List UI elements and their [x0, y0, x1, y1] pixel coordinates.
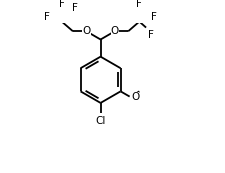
Text: F: F — [136, 0, 142, 9]
Text: F: F — [44, 12, 50, 22]
Text: F: F — [72, 3, 78, 13]
Text: O: O — [111, 26, 119, 36]
Text: O: O — [131, 92, 139, 102]
Text: F: F — [148, 30, 153, 40]
Text: Cl: Cl — [95, 116, 106, 126]
Text: O: O — [82, 26, 90, 36]
Text: F: F — [59, 0, 65, 9]
Text: F: F — [151, 12, 157, 22]
